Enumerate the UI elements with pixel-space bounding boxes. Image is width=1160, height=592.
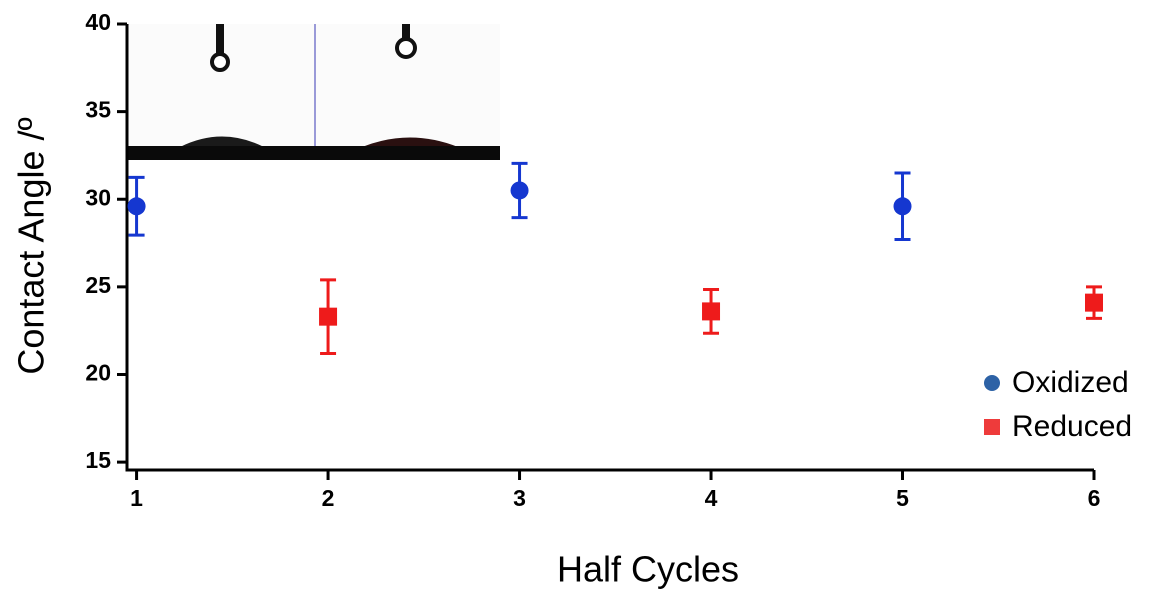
needle <box>216 24 224 54</box>
y-tick-label: 35 <box>85 97 111 123</box>
x-axis-label: Half Cycles <box>557 549 739 590</box>
y-tick-label: 40 <box>85 9 111 35</box>
marker <box>1085 293 1103 312</box>
y-tick-label: 25 <box>85 272 111 298</box>
x-tick-label: 2 <box>322 485 335 511</box>
y-tick-label: 30 <box>85 184 111 210</box>
y-axis-label: Contact Angle /º <box>11 117 52 374</box>
x-tick-label: 5 <box>896 485 909 511</box>
inset-photo <box>128 24 500 160</box>
marker <box>893 197 912 216</box>
x-tick-label: 6 <box>1088 485 1101 511</box>
marker <box>702 302 721 321</box>
drop-hanging <box>210 52 230 72</box>
substrate <box>128 146 500 160</box>
legend-label: Reduced <box>1012 410 1132 443</box>
x-tick-label: 4 <box>705 485 718 511</box>
y-tick-label: 20 <box>85 360 111 386</box>
x-tick-label: 3 <box>513 485 526 511</box>
droplet <box>180 136 264 147</box>
marker <box>127 197 146 216</box>
drop-hanging <box>395 37 417 59</box>
marker <box>510 181 529 200</box>
marker <box>319 307 338 326</box>
legend-marker <box>984 419 1000 435</box>
y-tick-label: 15 <box>85 447 111 473</box>
legend-marker <box>984 375 1000 391</box>
legend-label: Oxidized <box>1012 366 1129 399</box>
droplet <box>362 137 458 147</box>
x-tick-label: 1 <box>130 485 143 511</box>
needle <box>402 24 410 42</box>
